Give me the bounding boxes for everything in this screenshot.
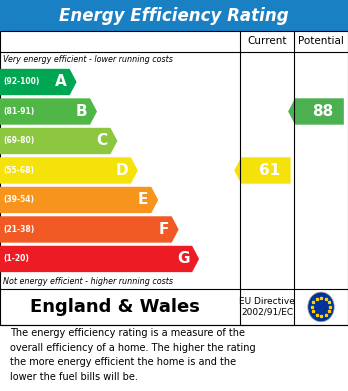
Polygon shape [0, 157, 138, 184]
Text: Potential: Potential [298, 36, 344, 47]
Text: 2002/91/EC: 2002/91/EC [241, 307, 293, 317]
Text: B: B [76, 104, 87, 119]
Text: Current: Current [247, 36, 287, 47]
Text: The energy efficiency rating is a measure of the
overall efficiency of a home. T: The energy efficiency rating is a measur… [10, 328, 256, 382]
Text: 61: 61 [259, 163, 280, 178]
Bar [0, 31, 348, 325]
Text: Not energy efficient - higher running costs: Not energy efficient - higher running co… [3, 277, 173, 286]
Text: 88: 88 [312, 104, 334, 119]
Text: F: F [159, 222, 169, 237]
Circle shape [308, 292, 334, 322]
Text: (1-20): (1-20) [3, 255, 29, 264]
Text: E: E [138, 192, 149, 208]
Text: Energy Efficiency Rating: Energy Efficiency Rating [59, 7, 289, 25]
Text: EU Directive: EU Directive [239, 297, 295, 307]
Polygon shape [0, 128, 117, 154]
Polygon shape [0, 187, 158, 213]
Text: (69-80): (69-80) [3, 136, 35, 145]
Bar [0, 0, 348, 31]
Text: (21-38): (21-38) [3, 225, 35, 234]
Text: D: D [116, 163, 128, 178]
Text: G: G [177, 251, 189, 266]
Text: Very energy efficient - lower running costs: Very energy efficient - lower running co… [3, 55, 173, 64]
Text: C: C [96, 133, 108, 149]
Text: England & Wales: England & Wales [30, 298, 200, 316]
Polygon shape [0, 246, 199, 272]
Polygon shape [0, 69, 77, 95]
Polygon shape [0, 216, 179, 243]
Polygon shape [288, 98, 344, 125]
Polygon shape [234, 157, 291, 184]
Text: (39-54): (39-54) [3, 196, 34, 204]
Text: (92-100): (92-100) [3, 77, 40, 86]
Polygon shape [0, 98, 97, 125]
Text: A: A [55, 75, 67, 90]
Text: (81-91): (81-91) [3, 107, 35, 116]
Text: (55-68): (55-68) [3, 166, 34, 175]
